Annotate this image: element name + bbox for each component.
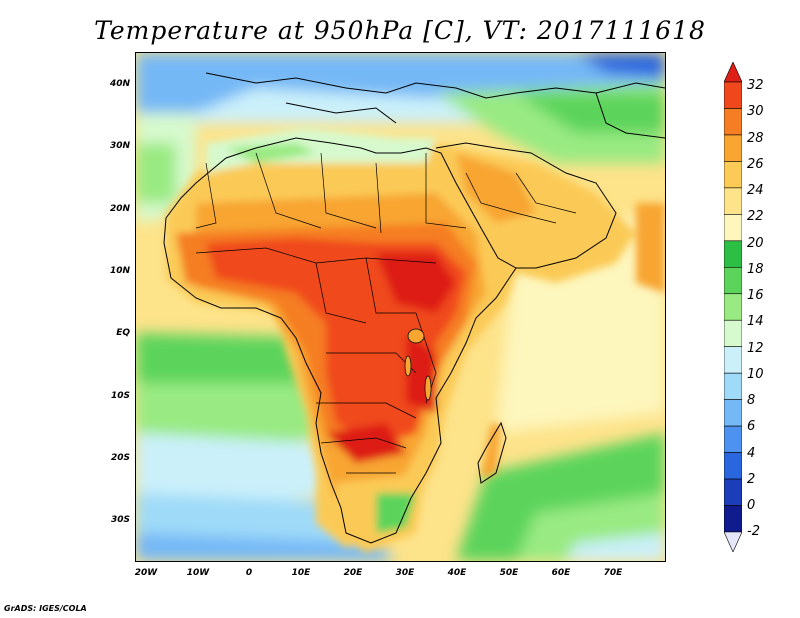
colorbar-label: 14 (747, 314, 764, 329)
colorbar-swatch (724, 425, 742, 453)
colorbar-swatch (724, 240, 742, 268)
colorbar-swatch (724, 293, 742, 321)
colorbar-swatches (724, 62, 742, 552)
colorbar-swatch (724, 399, 742, 427)
lon-label: 40E (447, 568, 467, 578)
lon-label: 50E (499, 568, 519, 578)
colorbar-bottom-arrow (724, 531, 742, 552)
colorbar (724, 62, 742, 552)
colorbar-label: 18 (747, 262, 764, 277)
colorbar-swatch (724, 478, 742, 506)
colorbar-label: 0 (747, 498, 756, 513)
lat-label: 30S (110, 515, 130, 525)
colorbar-label: 28 (747, 131, 764, 146)
colorbar-label: 32 (747, 78, 764, 93)
lon-label: 20E (343, 568, 363, 578)
colorbar-label: 26 (747, 157, 764, 172)
land-temperature-field (166, 128, 665, 553)
lat-label: 10S (110, 391, 130, 401)
colorbar-swatch (724, 161, 742, 189)
colorbar-label: 30 (747, 104, 764, 119)
lon-label: 20W (134, 568, 158, 578)
colorbar-label: 4 (747, 446, 756, 461)
lat-label: 20S (110, 453, 130, 463)
lon-label: 60E (551, 568, 571, 578)
lon-label: 30E (395, 568, 415, 578)
colorbar-label: 10 (747, 367, 764, 382)
map-title: Temperature at 950hPa [C], VT: 201711161… (94, 16, 706, 45)
map-canvas (136, 53, 665, 561)
lat-label: 10N (109, 266, 130, 276)
colorbar-label: 12 (747, 341, 764, 356)
colorbar-label: 24 (747, 183, 764, 198)
lat-label: EQ (116, 328, 130, 338)
lon-label: 70E (603, 568, 623, 578)
colorbar-label: 8 (747, 393, 756, 408)
lat-label: 30N (109, 141, 130, 151)
colorbar-swatch (724, 346, 742, 374)
lon-label: 0 (245, 568, 253, 578)
colorbar-swatch (724, 187, 742, 215)
colorbar-label: 6 (747, 419, 756, 434)
colorbar-swatch (724, 108, 742, 136)
colorbar-top-arrow (724, 62, 742, 83)
colorbar-swatch (724, 372, 742, 400)
lat-label: 20N (109, 204, 130, 214)
colorbar-label: 2 (747, 472, 756, 487)
lon-label: 10E (291, 568, 311, 578)
colorbar-swatch (724, 81, 742, 109)
colorbar-swatch (724, 319, 742, 348)
colorbar-label: 22 (747, 209, 764, 224)
colorbar-swatch (724, 505, 742, 533)
lon-label: 10W (186, 568, 210, 578)
colorbar-label: -2 (747, 524, 760, 539)
colorbar-swatch (724, 452, 742, 480)
colorbar-swatch (724, 214, 742, 242)
colorbar-swatch (724, 266, 742, 295)
colorbar-label: 16 (747, 288, 764, 303)
colorbar-swatch (724, 134, 742, 162)
credit-label: GrADS: IGES/COLA (4, 604, 87, 613)
colorbar-label: 20 (747, 236, 764, 251)
temperature-map (135, 52, 666, 562)
coastlines (163, 72, 665, 544)
lat-label: 40N (109, 79, 130, 89)
lakes (404, 328, 432, 401)
